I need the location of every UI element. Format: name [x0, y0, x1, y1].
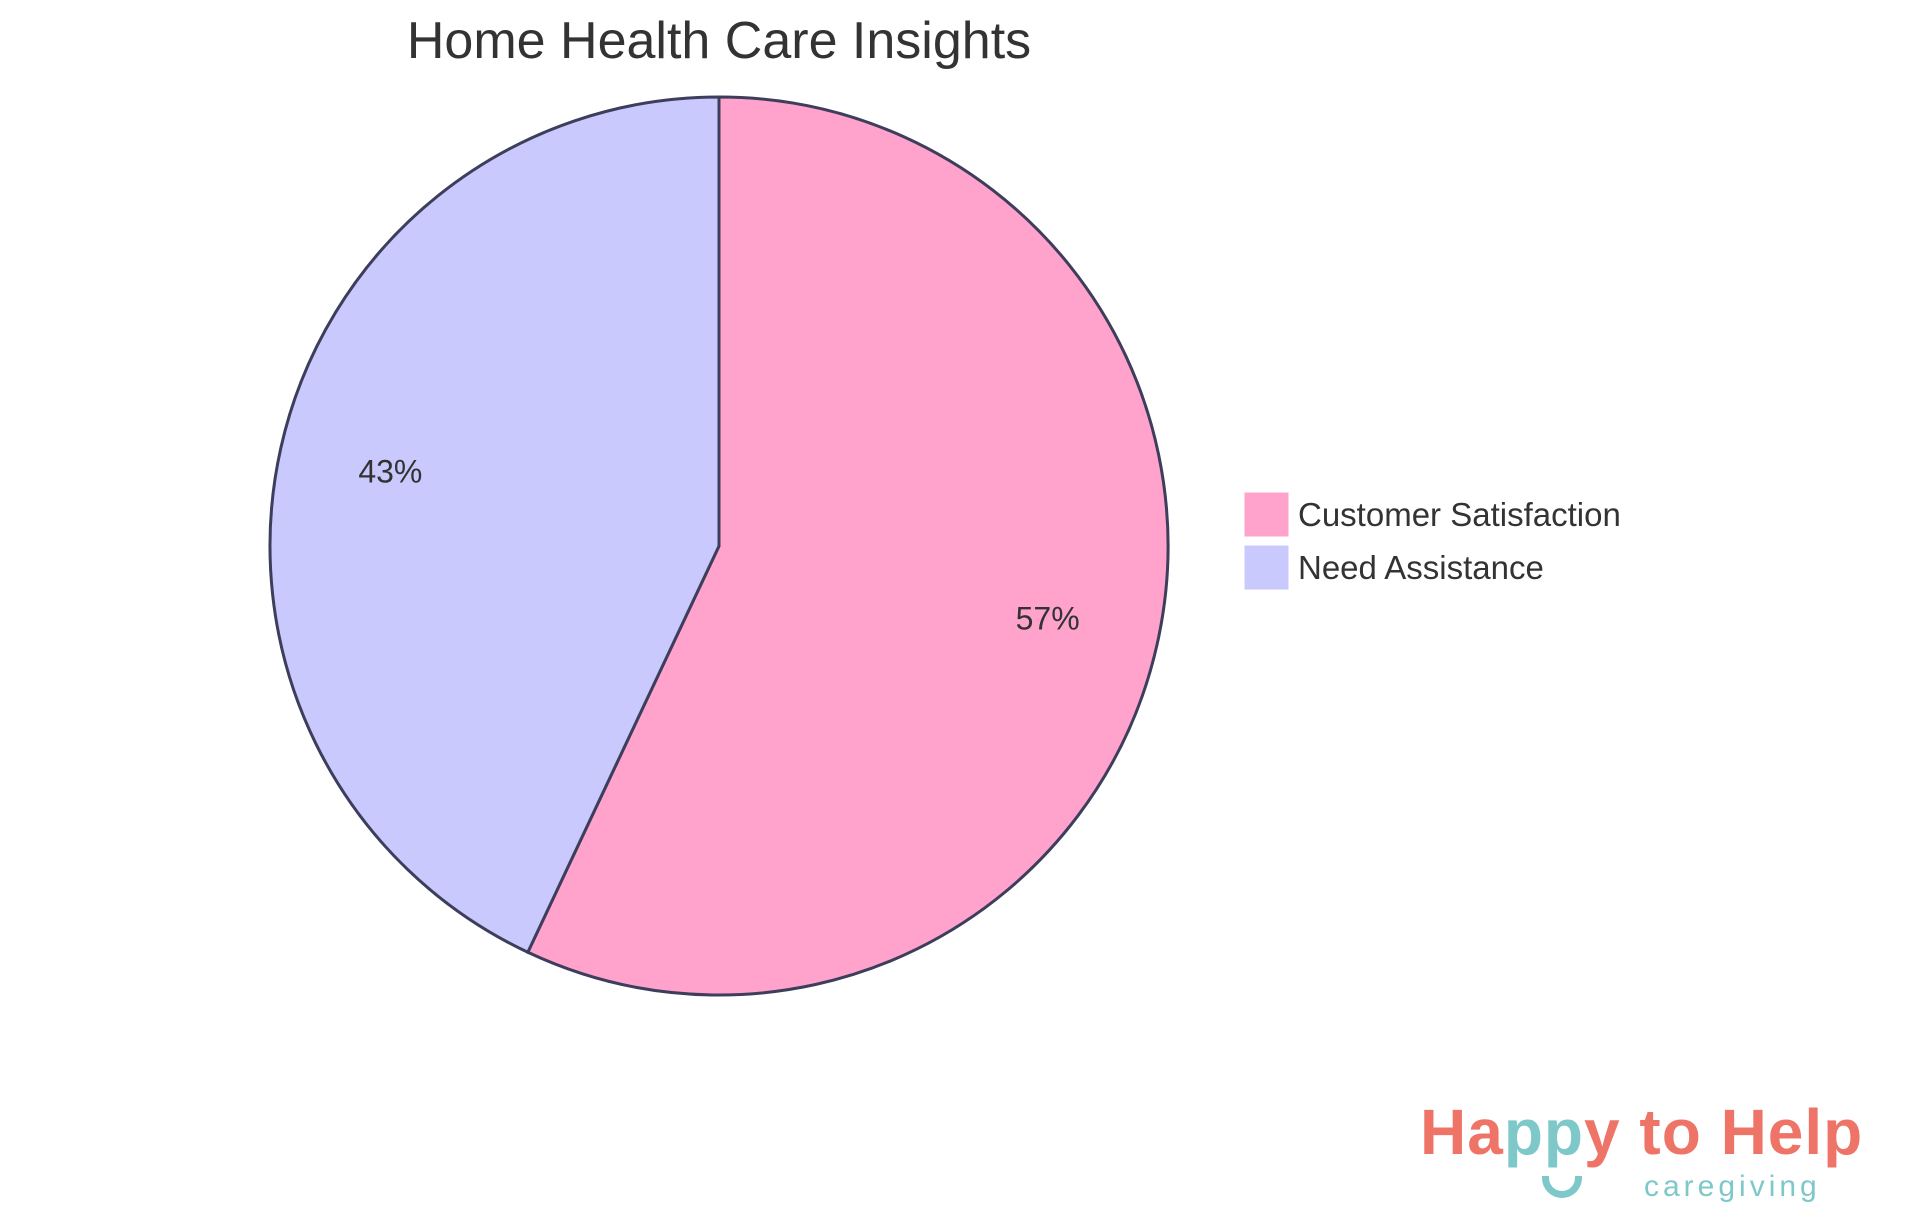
legend-swatch — [1243, 544, 1290, 591]
legend-label: Need Assistance — [1298, 549, 1544, 586]
pie-slice-0 — [525, 95, 1170, 997]
pie-slice-1 — [268, 95, 721, 955]
chart-title: Home Health Care Insights — [407, 12, 1031, 70]
happy-to-help-logo: Happy to Help caregiving — [1420, 1100, 1880, 1210]
legend-swatch — [1243, 491, 1290, 538]
smile-icon — [1542, 1176, 1582, 1198]
logo-text: y to Help — [1584, 1096, 1864, 1168]
slice-label: 57% — [1016, 600, 1080, 636]
legend-label: Customer Satisfaction — [1298, 496, 1621, 533]
slice-label: 43% — [358, 454, 422, 490]
logo-text: pp — [1503, 1096, 1584, 1168]
logo-subtext: caregiving — [1644, 1170, 1821, 1203]
logo-text: Ha — [1420, 1096, 1504, 1168]
